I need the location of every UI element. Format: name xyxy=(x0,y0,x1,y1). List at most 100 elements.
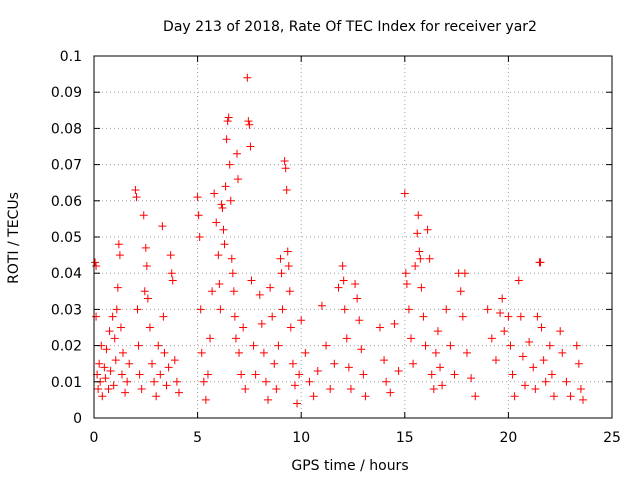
data-point xyxy=(105,327,114,336)
data-point xyxy=(274,341,283,350)
data-point xyxy=(340,305,349,314)
data-point xyxy=(222,135,231,144)
data-point xyxy=(533,312,542,321)
data-point xyxy=(508,370,517,379)
data-point xyxy=(297,316,306,325)
data-point xyxy=(423,225,432,234)
data-point xyxy=(261,377,270,386)
data-point xyxy=(227,254,236,263)
data-point xyxy=(106,366,115,375)
y-tick-label: 0.02 xyxy=(51,339,82,355)
data-point xyxy=(305,377,314,386)
data-point xyxy=(446,341,455,350)
data-point xyxy=(293,399,302,408)
data-point xyxy=(91,258,100,267)
data-point xyxy=(353,294,362,303)
data-point xyxy=(326,385,335,394)
data-point xyxy=(390,319,399,328)
data-point xyxy=(246,142,255,151)
data-point xyxy=(243,73,252,82)
data-point xyxy=(237,370,246,379)
data-point xyxy=(282,185,291,194)
data-point xyxy=(219,225,228,234)
data-point xyxy=(112,305,121,314)
data-point xyxy=(245,120,254,129)
data-point xyxy=(100,363,109,372)
data-point xyxy=(159,312,168,321)
data-point xyxy=(301,348,310,357)
data-point xyxy=(131,185,140,194)
data-point xyxy=(541,377,550,386)
data-point xyxy=(419,312,428,321)
data-point xyxy=(108,312,117,321)
data-point xyxy=(491,356,500,365)
data-point xyxy=(94,385,103,394)
data-point xyxy=(196,305,205,314)
data-point xyxy=(95,359,104,368)
data-point xyxy=(166,251,175,260)
y-tick-label: 0.04 xyxy=(51,266,82,282)
data-point xyxy=(421,341,430,350)
data-point xyxy=(288,359,297,368)
data-point xyxy=(357,345,366,354)
data-point xyxy=(92,312,101,321)
data-point xyxy=(539,356,548,365)
y-tick-label: 0.1 xyxy=(60,49,82,65)
data-point xyxy=(255,290,264,299)
data-point xyxy=(212,218,221,227)
x-tick-label: 20 xyxy=(499,430,517,446)
data-point xyxy=(111,356,120,365)
data-point xyxy=(272,385,281,394)
data-point xyxy=(215,280,224,289)
data-point xyxy=(162,381,171,390)
data-point xyxy=(206,334,215,343)
data-point xyxy=(450,370,459,379)
data-point xyxy=(229,287,238,296)
data-point xyxy=(194,211,203,220)
data-point xyxy=(574,359,583,368)
data-point xyxy=(547,370,556,379)
data-point xyxy=(504,312,513,321)
data-point xyxy=(431,348,440,357)
data-point xyxy=(201,395,210,404)
data-point xyxy=(386,388,395,397)
data-point xyxy=(257,319,266,328)
data-point xyxy=(217,200,226,209)
points-layer xyxy=(91,73,587,408)
data-point xyxy=(529,363,538,372)
data-point xyxy=(208,287,217,296)
data-point xyxy=(487,334,496,343)
data-point xyxy=(224,113,233,122)
data-point xyxy=(290,381,299,390)
data-point xyxy=(116,323,125,332)
data-point xyxy=(516,312,525,321)
data-point xyxy=(117,370,126,379)
data-point xyxy=(359,370,368,379)
data-point xyxy=(244,117,253,126)
data-point xyxy=(460,269,469,278)
data-point xyxy=(220,240,229,249)
data-point xyxy=(380,356,389,365)
data-point xyxy=(134,341,143,350)
data-point xyxy=(401,269,410,278)
data-point xyxy=(154,341,163,350)
data-point xyxy=(284,261,293,270)
data-point xyxy=(104,385,113,394)
data-point xyxy=(216,305,225,314)
data-point xyxy=(285,287,294,296)
data-point xyxy=(221,182,230,191)
grid-layer xyxy=(94,56,612,418)
data-point xyxy=(283,247,292,256)
data-point xyxy=(172,377,181,386)
data-point xyxy=(402,280,411,289)
data-point xyxy=(251,370,260,379)
data-point xyxy=(225,160,234,169)
data-point xyxy=(334,283,343,292)
data-point xyxy=(214,251,223,260)
data-point xyxy=(102,345,111,354)
data-point xyxy=(407,334,416,343)
data-point xyxy=(572,341,581,350)
data-point xyxy=(330,359,339,368)
data-point xyxy=(280,156,289,165)
